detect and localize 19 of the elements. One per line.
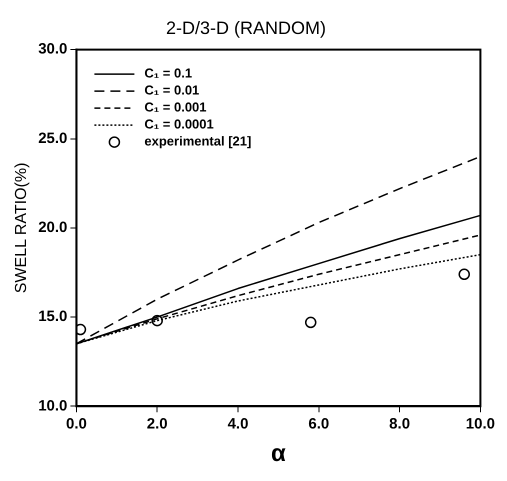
legend-label: experimental [21]: [144, 134, 252, 149]
legend-label: C₁ = 0.001: [144, 100, 207, 115]
x-tick-label: 6.0: [308, 415, 330, 432]
x-tick-label: 2.0: [146, 415, 168, 432]
x-axis-title: α: [271, 440, 286, 468]
legend-label: C₁ = 0.1: [144, 66, 192, 81]
y-tick-label: 15.0: [38, 308, 68, 326]
legend-label: C₁ = 0.01: [144, 82, 200, 98]
y-tick-label: 25.0: [38, 130, 68, 147]
x-tick-label: 8.0: [389, 415, 410, 432]
y-tick-label: 10.0: [38, 397, 68, 414]
y-tick-label: 20.0: [38, 219, 68, 236]
legend-label: C₁ = 0.0001: [144, 116, 214, 132]
y-axis-title: SWELL RATIO(%): [13, 162, 30, 294]
x-tick-label: 4.0: [228, 415, 248, 432]
x-tick-label: 10.0: [466, 415, 496, 432]
chart-title: 2-D/3-D (RANDOM): [166, 18, 326, 38]
y-tick-label: 30.0: [38, 40, 68, 58]
x-tick-label: 0.0: [66, 415, 87, 432]
